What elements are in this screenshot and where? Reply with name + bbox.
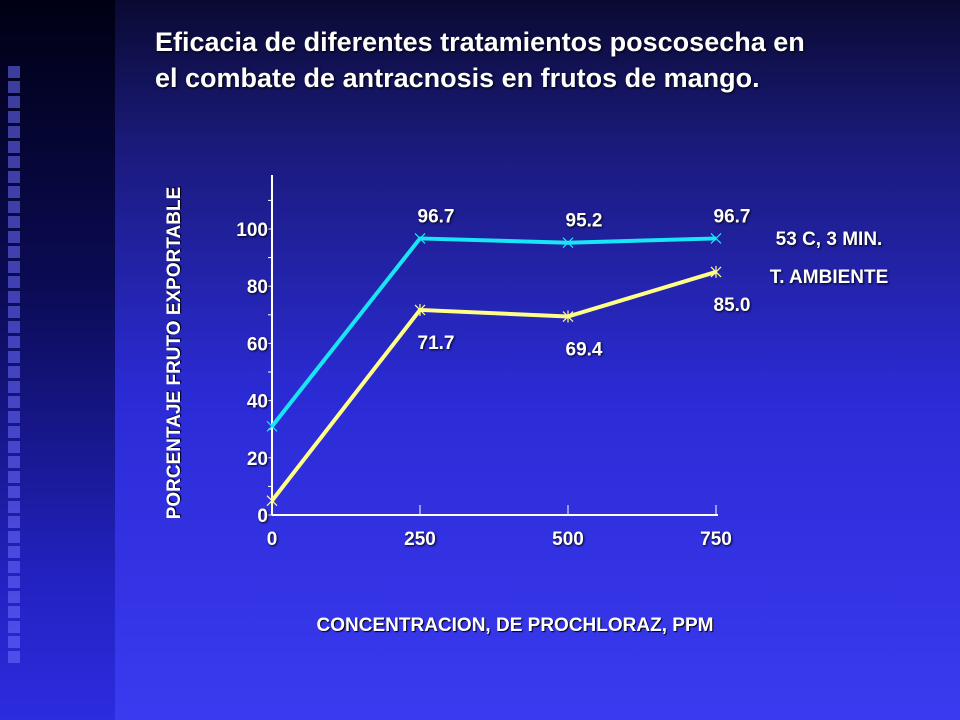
decorative-square [8,381,20,393]
decorative-square [8,111,20,123]
decorative-square [8,171,20,183]
decorative-square [8,591,20,603]
y-tick-label: 100 [236,220,268,241]
x-tick-label: 500 [552,529,584,550]
decorative-square [8,246,20,258]
point-marker-stroke [710,233,722,244]
legend-entry-1: 53 C, 3 MIN. [776,229,883,250]
data-point [266,494,278,507]
data-label: 71.7 [418,333,455,354]
decorative-square [8,471,20,483]
data-point [266,420,278,432]
data-point [414,303,426,316]
decorative-square [8,396,20,408]
decorative-square [8,186,20,198]
point-marker-stroke [266,420,278,432]
data-label: 96.7 [418,206,455,227]
decorative-square [8,306,20,318]
decorative-square [8,651,20,663]
slide-title: Eficacia de diferentes tratamientos posc… [155,24,945,96]
decorative-square [8,141,20,153]
decorative-square [8,531,20,543]
x-axis-label: CONCENTRACION, DE PROCHLORAZ, PPM [316,615,714,636]
decorative-square [8,276,20,288]
decorative-square [8,66,20,78]
decorative-square [8,201,20,213]
decorative-square [8,501,20,513]
decorative-square [8,621,20,633]
data-label: 96.7 [714,206,751,227]
decorative-square [8,366,20,378]
decorative-square [8,291,20,303]
decorative-square [8,606,20,618]
decorative-square [8,336,20,348]
decorative-square [8,546,20,558]
slide-title-line-1: Eficacia de diferentes tratamientos posc… [155,27,805,57]
legend-entry-2: T. AMBIENTE [770,267,889,288]
point-marker-stroke [562,237,574,249]
decorative-square [8,561,20,573]
decorative-square [8,456,20,468]
data-label: 69.4 [566,340,603,361]
data-label: 95.2 [566,211,603,232]
decorative-square [8,96,20,108]
decorative-square [8,636,20,648]
decorative-square [8,81,20,93]
decorative-square [8,516,20,528]
data-point [710,265,722,278]
decorative-square [8,126,20,138]
series-line-2 [270,269,717,502]
slide-title-line-2: el combate de antracnosis en frutos de m… [155,63,760,93]
data-point [562,310,574,323]
decorative-squares [4,66,30,666]
decorative-square [8,231,20,243]
point-marker-stroke [414,233,426,244]
decorative-square [8,426,20,438]
series-line-1 [270,236,717,428]
x-tick-label: 250 [404,529,436,550]
data-label: 85.0 [714,295,751,316]
y-tick-label: 20 [247,449,268,470]
decorative-square [8,261,20,273]
decorative-square [8,576,20,588]
decorative-square [8,156,20,168]
x-tick-label: 750 [700,529,732,550]
data-point [414,233,426,244]
decorative-square [8,486,20,498]
data-point [710,233,722,244]
decorative-square [8,351,20,363]
left-decorative-band [0,0,115,720]
decorative-square [8,321,20,333]
y-tick-label: 60 [247,334,268,355]
data-point [562,237,574,249]
y-tick-label: 80 [247,277,268,298]
x-tick-label: 0 [267,529,278,550]
y-tick-label: 40 [247,392,268,413]
decorative-square [8,216,20,228]
y-tick-label: 0 [257,506,268,527]
decorative-square [8,411,20,423]
decorative-square [8,441,20,453]
